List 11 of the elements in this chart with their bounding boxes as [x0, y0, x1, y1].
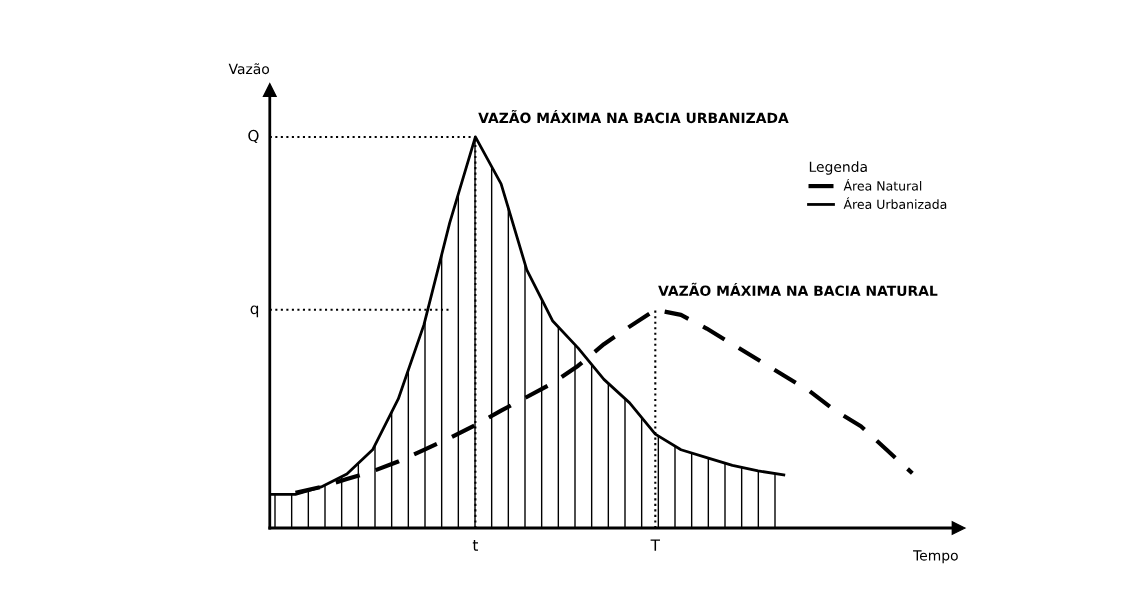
annotation: VAZÃO MÁXIMA NA BACIA URBANIZADA — [478, 109, 789, 124]
x-axis-title: Tempo — [913, 550, 958, 564]
ref-line-label: Q — [248, 129, 259, 144]
x-tick-label: t — [472, 539, 479, 551]
y-axis-title: Vazão — [228, 63, 270, 75]
x-tick-label: T — [650, 539, 661, 551]
legend-label: Área Urbanizada — [843, 197, 947, 210]
legend-label: Área Natural — [843, 178, 922, 191]
ref-line-label: q — [250, 305, 259, 318]
legend-title: Legenda — [809, 161, 867, 175]
annotation: VAZÃO MÁXIMA NA BACIA NATURAL — [658, 282, 938, 296]
